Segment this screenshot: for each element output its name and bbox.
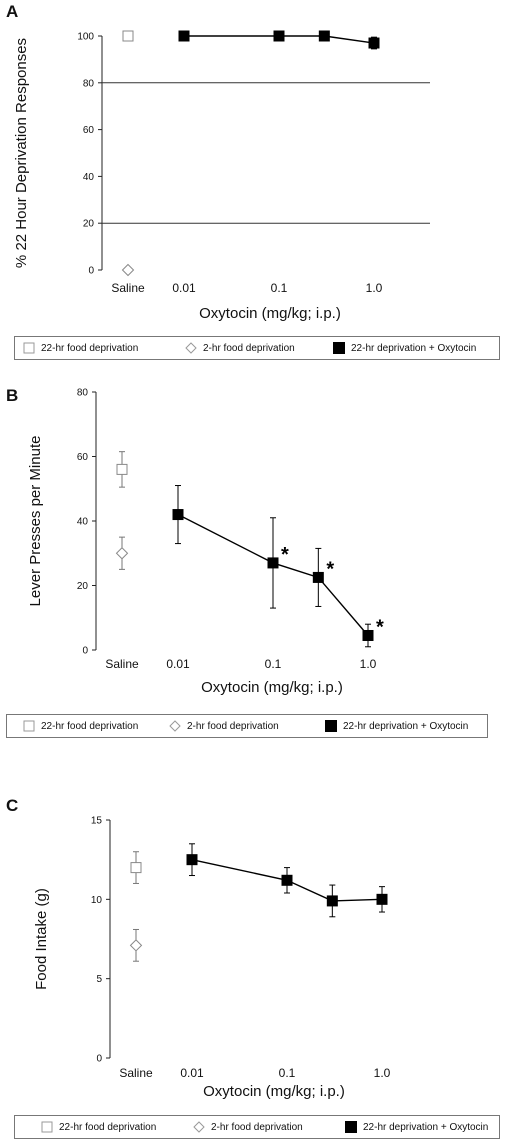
data-point-filled-square [318,30,330,42]
y-tick-label: 0 [82,646,88,657]
x-tick-label: 1.0 [360,657,377,671]
y-axis-title: Lever Presses per Minute [27,436,44,607]
data-point-filled-square [178,30,190,42]
series-line [177,513,369,636]
x-tick-label: 0.01 [172,281,196,295]
data-point-filled-square [312,571,324,583]
significance-asterisk: * [376,616,384,638]
x-tick-label: Saline [119,1066,153,1080]
legend-item-22hr: 22-hr food deprivation [41,1116,156,1138]
y-tick-label: 10 [91,895,103,906]
panel-letter: B [6,386,19,405]
chart-c: 0 5 10 15 Saline 0.01 0.1 1.0 Oxytocin (mg/kg; i… [33,816,391,1101]
x-tick-label: 0.1 [271,281,288,295]
data-point-open-square [122,30,134,42]
series-line [191,858,383,902]
legend-label: 22-hr deprivation + Oxytocin [343,720,469,732]
legend-item-2hr: 2-hr food deprivation [185,337,295,359]
x-tick-label: 0.01 [166,657,190,671]
data-point-filled-square [186,854,198,866]
legend-label: 22-hr food deprivation [41,720,139,732]
legend-item-oxytocin: 22-hr deprivation + Oxytocin [345,1116,488,1138]
y-axis-title: % 22 Hour Deprivation Responses [13,38,30,268]
panel-letter: A [6,2,19,21]
legend-label: 2-hr food deprivation [203,342,295,354]
y-tick-label: 0 [96,1054,102,1065]
open-square-icon [23,342,35,354]
data-point-filled-square [281,874,293,886]
panel-b: B 0 20 40 60 80 Saline 0.01 0.1 1.0 Oxytocin (mg/… [0,386,510,746]
chart-a: 0 20 40 60 80 100 Saline 0.01 0.1 1.0 Oxytocin (mg… [13,30,430,322]
x-tick-label: 0.01 [180,1066,204,1080]
y-tick-label: 40 [77,517,89,528]
data-point-filled-square [273,30,285,42]
legend-item-oxytocin: 22-hr deprivation + Oxytocin [325,715,468,737]
legend-item-22hr: 22-hr food deprivation [23,715,138,737]
x-tick-label: 1.0 [366,281,383,295]
data-point-open-square [116,463,128,475]
legend-label: 22-hr deprivation + Oxytocin [351,342,477,354]
filled-square-icon [325,720,337,732]
legend-b: 22-hr food deprivation 2-hr food depriva… [6,714,488,738]
legend-item-22hr: 22-hr food deprivation [23,337,138,359]
data-point-filled-square [362,629,374,641]
panel-c: C 0 5 10 15 Saline 0.01 0.1 1.0 Oxytocin (mg/kg;… [0,796,510,1146]
legend-label: 22-hr food deprivation [41,342,139,354]
x-axis-title: Oxytocin (mg/kg; i.p.) [201,679,343,696]
data-point-filled-square [376,893,388,905]
data-point-filled-square [326,895,338,907]
data-point-filled-square [172,509,184,521]
open-diamond-icon [169,720,181,732]
y-tick-label: 5 [96,974,102,985]
panel-a: A 0 20 40 60 80 100 Saline 0.01 0.1 1.0 Oxytocin (… [0,0,510,365]
x-tick-label: 1.0 [374,1066,391,1080]
significance-asterisk: * [326,558,334,580]
y-tick-label: 15 [91,816,103,827]
y-axis-title: Food Intake (g) [33,888,50,990]
legend-c: 22-hr food deprivation 2-hr food depriva… [14,1115,500,1139]
data-point-open-diamond [121,263,135,277]
open-diamond-icon [185,342,197,354]
x-tick-label: 0.1 [279,1066,296,1080]
y-tick-label: 80 [83,78,95,89]
y-tick-label: 60 [77,452,89,463]
y-tick-label: 20 [77,581,89,592]
y-tick-label: 100 [77,32,94,43]
x-tick-label: Saline [105,657,139,671]
open-square-icon [23,720,35,732]
y-tick-label: 20 [83,219,95,230]
open-diamond-icon [193,1121,205,1133]
data-point-open-diamond [115,547,129,560]
legend-item-2hr: 2-hr food deprivation [193,1116,303,1138]
legend-item-oxytocin: 22-hr deprivation + Oxytocin [333,337,476,359]
panel-letter: C [6,796,19,815]
open-square-icon [41,1121,53,1133]
y-tick-label: 40 [83,172,95,183]
series-line [184,35,375,44]
y-tick-label: 0 [88,266,94,277]
x-tick-label: 0.1 [265,657,282,671]
filled-square-icon [345,1121,357,1133]
data-point-open-diamond [129,939,143,952]
significance-asterisk: * [281,544,289,566]
data-point-filled-square [368,37,380,49]
x-axis-title: Oxytocin (mg/kg; i.p.) [203,1083,345,1100]
data-point-open-square [130,862,142,874]
y-tick-label: 80 [77,388,89,399]
legend-a: 22-hr food deprivation 2-hr food depriva… [14,336,500,360]
legend-label: 2-hr food deprivation [187,720,279,732]
legend-label: 22-hr deprivation + Oxytocin [363,1121,489,1133]
filled-square-icon [333,342,345,354]
y-tick-label: 60 [83,125,95,136]
legend-label: 2-hr food deprivation [211,1121,303,1133]
x-tick-label: Saline [111,281,145,295]
data-point-filled-square [267,557,279,569]
x-axis-title: Oxytocin (mg/kg; i.p.) [199,305,341,322]
legend-item-2hr: 2-hr food deprivation [169,715,279,737]
legend-label: 22-hr food deprivation [59,1121,157,1133]
chart-b: 0 20 40 60 80 Saline 0.01 0.1 1.0 Oxytocin (mg/kg… [27,388,384,697]
